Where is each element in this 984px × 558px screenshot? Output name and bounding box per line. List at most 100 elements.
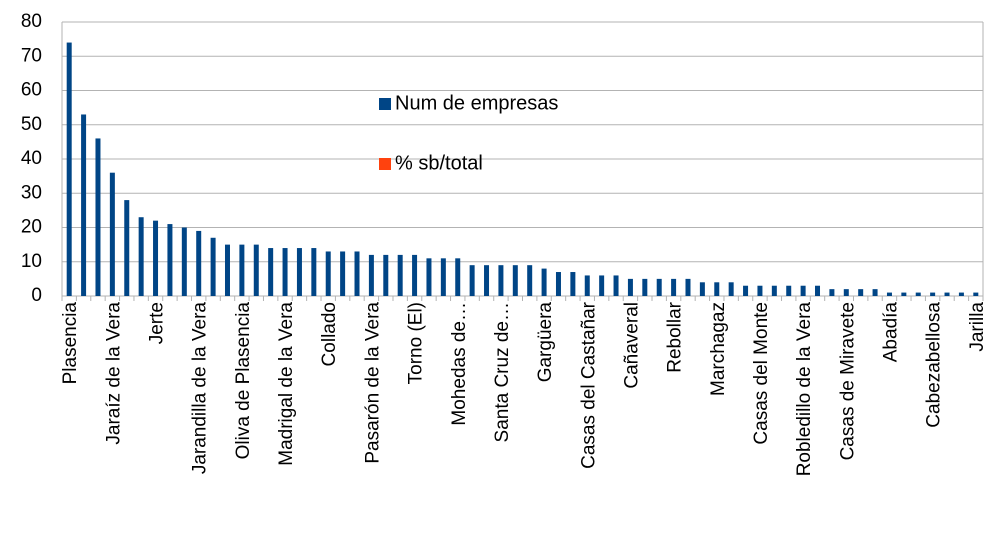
- bar: [95, 138, 101, 296]
- bar: [699, 282, 705, 296]
- bar: [570, 272, 576, 296]
- bar: [541, 268, 547, 296]
- y-tick-label: 70: [21, 45, 42, 66]
- bar: [296, 248, 302, 296]
- x-tick-label: Gargüera: [535, 302, 556, 383]
- bar: [886, 292, 892, 296]
- bar: [757, 285, 763, 296]
- y-tick-label: 20: [21, 217, 42, 238]
- bar: [930, 292, 936, 296]
- x-tick-label: Oliva de Plasencia: [233, 302, 254, 460]
- bar: [253, 244, 259, 296]
- bar: [584, 275, 590, 296]
- bar: [498, 265, 504, 296]
- bar: [901, 292, 907, 296]
- x-tick-label: Pasarón de la Vera: [362, 302, 383, 464]
- x-tick-label: Casas del Castañar: [578, 301, 599, 469]
- x-tick-label: Jarandilla de la Vera: [190, 302, 211, 475]
- bar: [642, 278, 648, 296]
- y-tick-label: 40: [21, 148, 42, 169]
- x-tick-label: Collado: [319, 302, 340, 366]
- bar: [915, 292, 921, 296]
- x-tick-label: Robledillo de la Vera: [794, 302, 815, 477]
- bar: [944, 292, 950, 296]
- x-tick-label: Plasencia: [60, 302, 81, 385]
- bar: [268, 248, 274, 296]
- bar: [440, 258, 446, 296]
- legend-label: % sb/total: [395, 152, 483, 174]
- bar: [469, 265, 475, 296]
- y-tick-label: 80: [21, 11, 42, 32]
- bar: [973, 292, 979, 296]
- bar: [656, 278, 662, 296]
- y-tick-label: 0: [31, 285, 42, 306]
- bar: [671, 278, 677, 296]
- bar: [239, 244, 245, 296]
- y-tick-label: 30: [21, 182, 42, 203]
- x-tick-label: Casas del Monte: [751, 302, 772, 445]
- x-tick-label: Jerte: [147, 302, 168, 344]
- bar: [383, 254, 389, 296]
- bar: [167, 224, 173, 296]
- bar: [412, 254, 418, 296]
- bar: [786, 285, 792, 296]
- bar: [311, 248, 317, 296]
- x-tick-label: Rebollar: [665, 301, 686, 372]
- y-tick-label: 50: [21, 114, 42, 135]
- bar: [858, 289, 864, 296]
- bar: [527, 265, 533, 296]
- bar: [282, 248, 288, 296]
- x-tick-label: Casas de Miravete: [837, 302, 858, 460]
- y-tick-label: 60: [21, 80, 42, 101]
- bar: [613, 275, 619, 296]
- x-tick-label: Cabezabellosa: [924, 302, 945, 428]
- bar: [66, 42, 72, 296]
- bar: [138, 217, 144, 296]
- bar: [210, 237, 216, 296]
- y-tick-label: 10: [21, 251, 42, 272]
- bar: [196, 230, 202, 296]
- bar: [512, 265, 518, 296]
- bar: [714, 282, 720, 296]
- bar: [368, 254, 374, 296]
- bar: [627, 278, 633, 296]
- x-tick-label: Mohedas de…: [449, 302, 470, 426]
- bar: [426, 258, 432, 296]
- bar: [109, 172, 115, 296]
- bar: [340, 251, 346, 296]
- bar: [771, 285, 777, 296]
- bar: [829, 289, 835, 296]
- bar: [81, 114, 87, 296]
- bar: [800, 285, 806, 296]
- x-tick-label: Santa Cruz de…: [492, 302, 513, 442]
- bar: [743, 285, 749, 296]
- bar: [815, 285, 821, 296]
- legend-swatch: [379, 158, 391, 170]
- x-tick-label: Cañaveral: [621, 302, 642, 389]
- bar: [599, 275, 605, 296]
- bar: [958, 292, 964, 296]
- bar: [397, 254, 403, 296]
- x-tick-label: Abadía: [880, 302, 901, 363]
- x-tick-label: Jarilla: [967, 302, 984, 352]
- x-tick-label: Marchagaz: [708, 302, 729, 396]
- bar: [872, 289, 878, 296]
- bar: [224, 244, 230, 296]
- bar: [555, 272, 561, 296]
- x-tick-label: Jaraíz de la Vera: [103, 302, 124, 445]
- bar: [685, 278, 691, 296]
- bar: [484, 265, 490, 296]
- bar: [843, 289, 849, 296]
- bar: [325, 251, 331, 296]
- legend-label: Num de empresas: [395, 92, 558, 114]
- bar: [153, 220, 159, 296]
- bar: [728, 282, 734, 296]
- bar: [455, 258, 461, 296]
- bar: [124, 200, 130, 296]
- x-tick-label: Madrigal de la Vera: [276, 302, 297, 466]
- bar: [354, 251, 360, 296]
- bar: [181, 227, 187, 296]
- x-tick-label: Torno (El): [406, 302, 427, 384]
- legend-swatch: [379, 98, 391, 110]
